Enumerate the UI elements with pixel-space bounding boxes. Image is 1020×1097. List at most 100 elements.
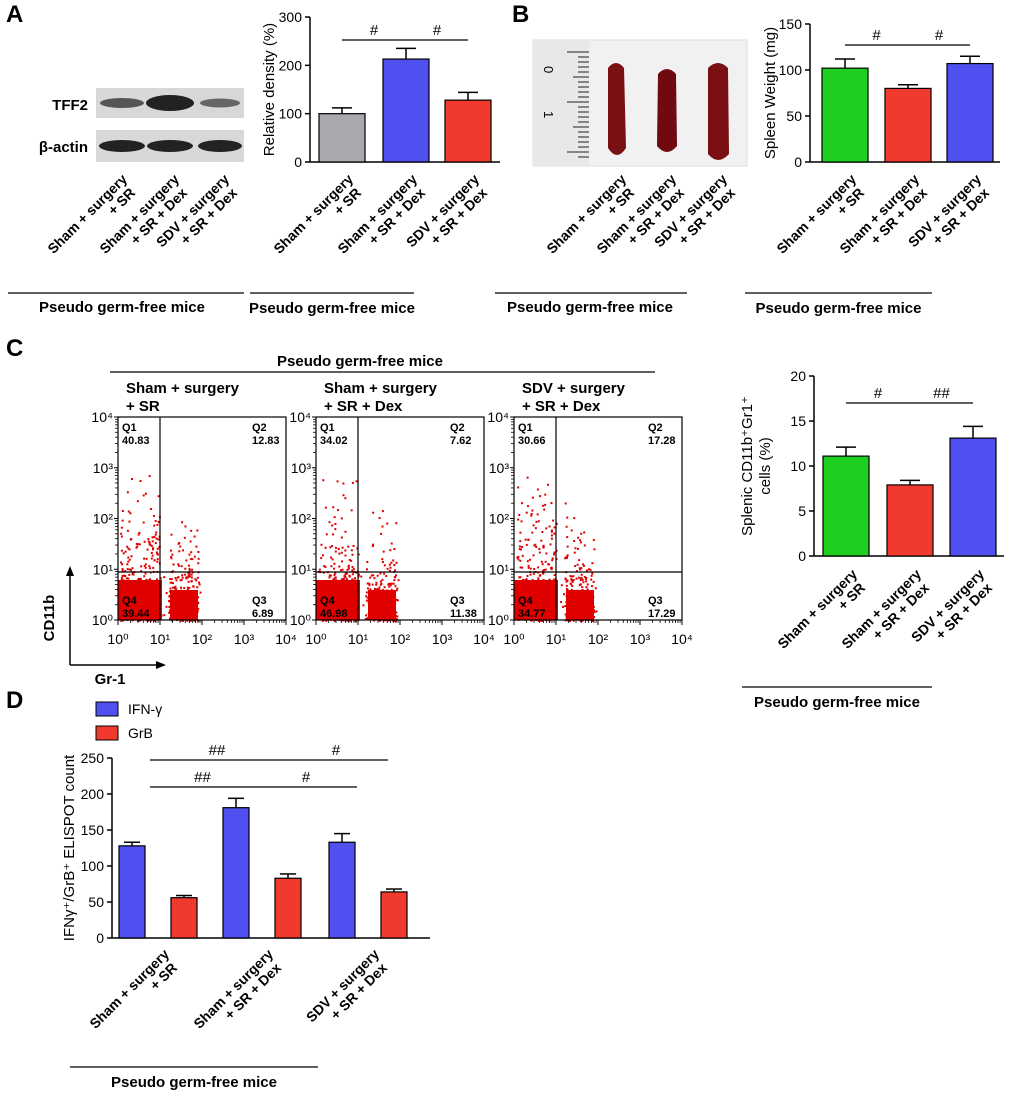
flow-dot bbox=[151, 540, 154, 543]
flow-dot bbox=[169, 587, 172, 590]
spleen-1 bbox=[608, 63, 626, 155]
flow-dot bbox=[519, 540, 522, 543]
flow-dot bbox=[170, 578, 173, 581]
flow-dot bbox=[550, 534, 553, 537]
flow-dot bbox=[524, 538, 527, 541]
flow-dot bbox=[389, 582, 392, 585]
flow-dot bbox=[334, 528, 337, 531]
significance-label: # bbox=[370, 22, 379, 39]
bar bbox=[380, 891, 408, 939]
flow-dot bbox=[522, 578, 525, 581]
blot-group-label: Pseudo germ-free mice bbox=[39, 299, 205, 316]
flow-dot bbox=[393, 548, 396, 551]
flow-dot bbox=[177, 563, 180, 566]
flow-dot bbox=[371, 583, 374, 586]
flow-dot bbox=[333, 562, 336, 565]
flow-dot bbox=[120, 532, 123, 535]
flow-dot bbox=[175, 588, 178, 591]
flow-dot bbox=[120, 619, 123, 622]
flow-dot bbox=[531, 578, 534, 581]
flow-dot bbox=[328, 576, 331, 579]
flow-dot bbox=[390, 561, 393, 564]
flow-dot bbox=[153, 514, 156, 517]
flow-dot bbox=[541, 531, 544, 534]
flow-dot bbox=[145, 557, 148, 560]
flow-dot bbox=[139, 479, 142, 482]
flow-dot bbox=[366, 582, 369, 585]
flow-dot bbox=[383, 564, 386, 567]
flow-dot bbox=[131, 571, 134, 574]
flow-dot bbox=[186, 586, 189, 589]
flow-dot bbox=[184, 525, 187, 528]
flow-dot bbox=[395, 522, 398, 525]
flow-dot bbox=[580, 567, 583, 570]
flow-dot bbox=[168, 599, 171, 602]
y-tick-label: 150 bbox=[779, 16, 803, 32]
flow-dot bbox=[155, 531, 158, 534]
significance-label: # bbox=[872, 27, 881, 44]
flow-dot bbox=[348, 558, 351, 561]
flow-dot bbox=[531, 509, 534, 512]
flow-dot bbox=[136, 543, 139, 546]
y-tick-label: 250 bbox=[81, 750, 105, 766]
flow-dot bbox=[517, 486, 520, 489]
flow-dot bbox=[190, 551, 193, 554]
flow-dot bbox=[325, 533, 328, 536]
flow-dot bbox=[587, 568, 590, 571]
flow-dot bbox=[566, 536, 569, 539]
flow-dot bbox=[540, 560, 543, 563]
flow-dot bbox=[537, 520, 540, 523]
flow-dot bbox=[550, 502, 553, 505]
flow-dot bbox=[143, 564, 146, 567]
flow-dot bbox=[157, 520, 160, 523]
flow-dot bbox=[168, 590, 171, 593]
flow-y-tick-label: 10³ bbox=[489, 460, 510, 476]
flow-dot bbox=[350, 509, 353, 512]
flow-dot bbox=[527, 505, 530, 508]
flow-dot bbox=[154, 542, 157, 545]
flow-dot bbox=[381, 510, 384, 513]
q1-value: 30.66 bbox=[518, 435, 546, 447]
bar bbox=[886, 484, 934, 557]
flow-dot bbox=[183, 587, 186, 590]
flow-dot bbox=[185, 576, 188, 579]
flow-dot bbox=[170, 533, 173, 536]
flow-dot bbox=[172, 570, 175, 573]
significance-label: ## bbox=[209, 742, 226, 759]
q3-label: Q3 bbox=[648, 595, 663, 607]
flow-dot bbox=[365, 595, 368, 598]
flow-dot bbox=[560, 584, 563, 587]
flow-dot bbox=[564, 578, 567, 581]
group-label: Pseudo germ-free mice bbox=[249, 300, 415, 317]
flow-y-tick-label: 10⁴ bbox=[289, 409, 311, 425]
y-tick-label: 15 bbox=[790, 413, 806, 429]
flow-dot bbox=[365, 599, 368, 602]
y-tick-label: 100 bbox=[279, 106, 303, 122]
flow-plots: Sham + surgery+ SRQ140.83Q212.83Q36.89Q4… bbox=[91, 380, 692, 647]
flow-dot bbox=[565, 588, 568, 591]
flow-dot bbox=[550, 537, 553, 540]
flow-dot bbox=[375, 583, 378, 586]
flow-dot bbox=[549, 543, 552, 546]
flow-dot bbox=[351, 553, 354, 556]
flow-dot bbox=[150, 544, 153, 547]
flow-dot bbox=[143, 557, 146, 560]
flow-dot bbox=[526, 476, 529, 479]
flow-dot bbox=[187, 588, 190, 591]
flow-dot bbox=[569, 575, 572, 578]
flow-dot bbox=[366, 596, 369, 599]
q1-label: Q1 bbox=[122, 422, 137, 434]
flow-dot bbox=[197, 596, 200, 599]
category-label: SDV + surgery+ SR + Dex bbox=[303, 946, 393, 1036]
panel-letter-c: C bbox=[6, 335, 23, 362]
flow-dot bbox=[197, 557, 200, 560]
flow-dot bbox=[146, 619, 149, 622]
flow-dot bbox=[135, 546, 138, 549]
flow-dot bbox=[344, 549, 347, 552]
flow-dot bbox=[540, 539, 543, 542]
blot-label-tff2: TFF2 bbox=[52, 97, 88, 114]
flow-dot bbox=[323, 565, 326, 568]
flow-dot bbox=[193, 619, 196, 622]
